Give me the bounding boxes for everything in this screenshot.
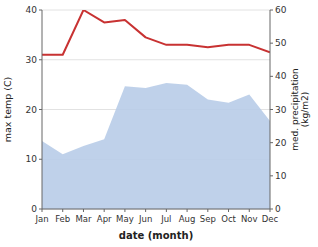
x-tick [124, 209, 125, 212]
x-tick [166, 209, 167, 212]
y-tick-label: 40 [26, 5, 38, 15]
x-axis-line [42, 209, 270, 210]
line [42, 10, 270, 55]
grid [42, 10, 270, 209]
x-tick-label: Jan [34, 214, 48, 224]
x-tick-label: Oct [221, 214, 236, 224]
y2-axis-title-line: (kg/m2) [300, 92, 310, 127]
y-tick-label: 0 [31, 204, 37, 214]
x-axis-title: date (month) [119, 230, 193, 241]
y-tick-label: 20 [26, 105, 38, 115]
y2-tick-label: 50 [275, 38, 287, 48]
y2-axis-title: med. precipitation(kg/m2) [290, 68, 310, 150]
grid-line [42, 10, 270, 11]
y2-tick [270, 175, 273, 176]
grid-line [42, 209, 270, 210]
x-tick [228, 209, 229, 212]
y2-tick [270, 43, 273, 44]
x-tick-label: Nov [241, 214, 258, 224]
chart: 0 10 20 30 40 0 10 20 30 40 50 60 Jan Feb Mar Apr May Jun… [0, 0, 318, 247]
x-tick-label: Aug [179, 214, 196, 224]
x-tick-label: Jul [160, 214, 171, 224]
marks [42, 10, 270, 209]
x-tick-label: Mar [75, 214, 92, 224]
x-tick-label: May [116, 214, 134, 224]
y2-tick-label: 0 [275, 204, 281, 214]
y2-tick-label: 40 [275, 71, 287, 81]
y2-tick [270, 109, 273, 110]
y2-tick [270, 10, 273, 11]
grid-line [42, 59, 270, 60]
x-tick-label: Dec [262, 214, 279, 224]
y-tick-label: 30 [26, 55, 38, 65]
area [42, 83, 270, 209]
y2-tick-label: 10 [275, 171, 287, 181]
y-tick [39, 10, 42, 11]
y2-tick-label: 30 [275, 105, 287, 115]
y2-tick [270, 142, 273, 143]
y-tick-label: 10 [26, 154, 38, 164]
x-tick-label: Apr [97, 214, 112, 224]
x-tick [207, 209, 208, 212]
y2-tick-label: 20 [275, 138, 287, 148]
x-tick [145, 209, 146, 212]
x-tick [42, 209, 43, 212]
y-tick [39, 159, 42, 160]
x-tick [104, 209, 105, 212]
x-tick [62, 209, 63, 212]
y2-axis-title-line: med. precipitation [290, 68, 300, 150]
y2-tick [270, 76, 273, 77]
y2-tick-label: 60 [275, 5, 287, 15]
x-tick [270, 209, 271, 212]
axes: 0 10 20 30 40 0 10 20 30 40 50 60 Jan Feb Mar Apr May Jun… [26, 5, 287, 224]
x-tick-label: Jun [138, 214, 152, 224]
x-tick [83, 209, 84, 212]
y-tick [39, 109, 42, 110]
y-axis-title: max temp (C) [2, 77, 13, 143]
y-tick [39, 59, 42, 60]
x-tick-label: Sep [200, 214, 216, 224]
x-tick [187, 209, 188, 212]
x-tick [249, 209, 250, 212]
x-tick-label: Feb [55, 214, 70, 224]
